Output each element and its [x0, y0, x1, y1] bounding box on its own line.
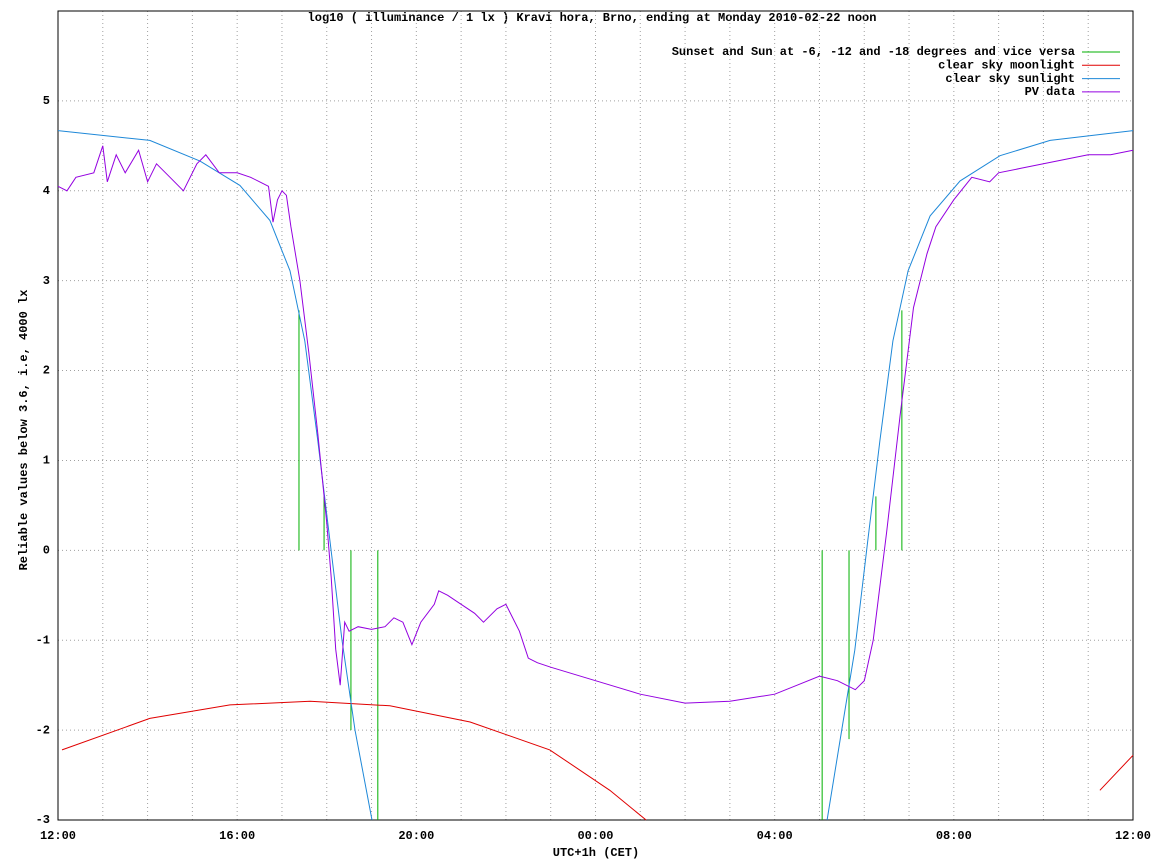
x-tick-label: 04:00 — [757, 829, 793, 843]
chart-title: log10 ( illuminance / 1 lx ) Kravi hora,… — [308, 11, 877, 25]
x-tick-label: 12:00 — [40, 829, 76, 843]
legend-label: PV data — [1025, 85, 1075, 99]
y-tick-label: 1 — [43, 454, 50, 468]
y-tick-label: 2 — [43, 364, 50, 378]
x-tick-label: 08:00 — [936, 829, 972, 843]
y-axis-label: Reliable values below 3.6, i.e, 4000 lx — [17, 290, 31, 571]
y-tick-label: -2 — [36, 723, 50, 737]
series-line — [57, 145, 1134, 704]
series-line — [57, 130, 1134, 821]
y-tick-label: 0 — [43, 544, 50, 558]
x-tick-label: 00:00 — [577, 829, 613, 843]
plot-border — [57, 10, 1134, 821]
y-tick-label: -3 — [36, 813, 50, 827]
legend-label: Sunset and Sun at -6, -12 and -18 degree… — [672, 45, 1075, 59]
y-tick-label: 5 — [43, 94, 50, 108]
series-line — [61, 700, 1134, 821]
y-tick-label: 4 — [43, 184, 50, 198]
legend-label: clear sky sunlight — [945, 72, 1075, 86]
x-tick-label: 12:00 — [1115, 829, 1151, 843]
y-tick-label: -1 — [36, 633, 50, 647]
x-tick-label: 16:00 — [219, 829, 255, 843]
x-axis-label: UTC+1h (CET) — [553, 846, 639, 860]
x-tick-label: 20:00 — [398, 829, 434, 843]
legend-label: clear sky moonlight — [938, 58, 1075, 72]
y-tick-label: 3 — [43, 274, 50, 288]
